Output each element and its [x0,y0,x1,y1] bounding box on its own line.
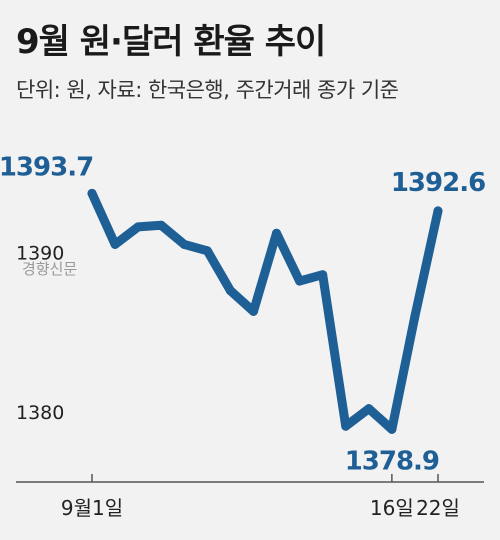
data-label: 1378.9 [345,446,439,476]
data-point [87,188,97,198]
data-point [248,306,258,316]
data-point [295,276,305,286]
x-tick-label: 16일 [370,496,414,520]
data-point [133,222,143,232]
data-point [225,286,235,296]
data-point [179,239,189,249]
data-point [433,206,443,216]
x-axis-ticks: 9월1일 16일 22일 [61,474,460,520]
series-line [87,188,443,434]
chart-title: 9월 원·달러 환율 추이 [16,22,326,62]
data-point [272,228,282,238]
data-point [156,220,166,230]
data-labels: 1393.7 1378.9 1392.6 [0,152,486,476]
data-point [387,424,397,434]
x-tick-label: 22일 [416,496,460,520]
data-label: 1392.6 [391,168,485,198]
x-tick-label: 9월1일 [61,496,123,520]
y-tick-label: 1380 [16,402,64,424]
data-points [87,188,443,434]
data-point [410,311,420,321]
y-tick-label: 1390 [16,242,64,264]
data-point [202,246,212,256]
y-axis-ticks: 1380 1390 [16,242,64,423]
chart-subtitle: 단위: 원, 자료: 한국은행, 주간거래 종가 기준 [16,78,399,102]
data-label: 1393.7 [0,152,93,182]
data-point [318,270,328,280]
data-point [341,421,351,431]
watermark-logo: 경향신문 [22,260,78,278]
data-point [364,404,374,414]
data-point [110,239,120,249]
